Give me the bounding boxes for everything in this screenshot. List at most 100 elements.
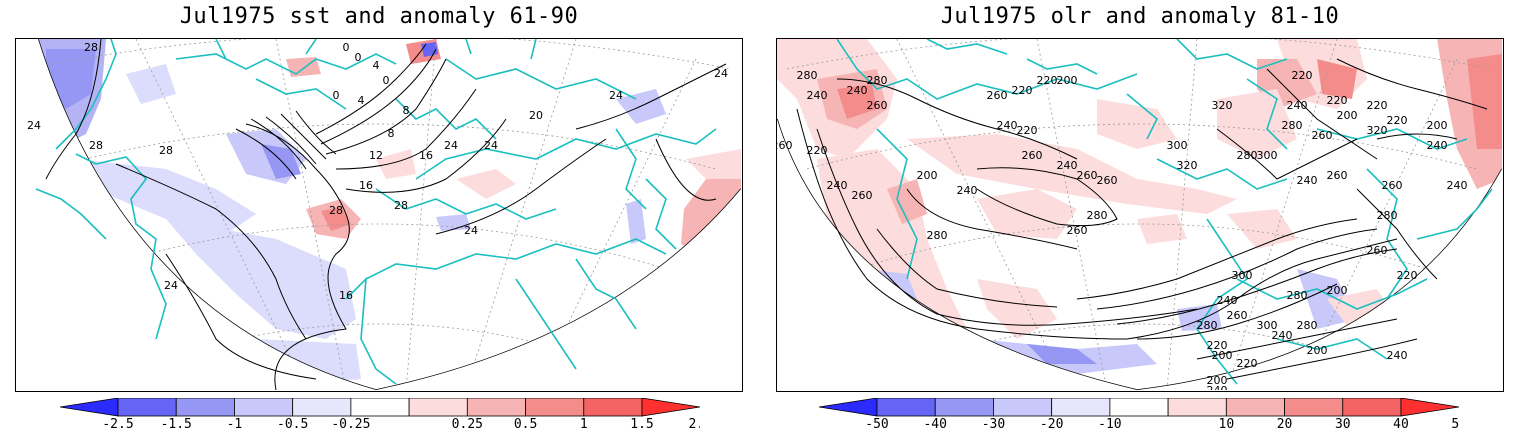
sst-colorbar-tick-label: -1.5 — [161, 417, 192, 430]
sst-contour-label: 16 — [419, 149, 433, 162]
sst-colorbar-swatch — [350, 397, 410, 417]
olr-contour-label: 260 — [852, 189, 873, 202]
olr-colorbar-swatch — [1109, 397, 1169, 417]
olr-contour-label: 280 — [927, 229, 948, 242]
olr-contour-label: 200 — [1327, 284, 1348, 297]
sst-contour-label: 28 — [394, 199, 408, 212]
olr-contour-label: 200 — [917, 169, 938, 182]
olr-contour-label: 260 — [1022, 149, 1043, 162]
olr-contour-label: 320 — [1177, 159, 1198, 172]
olr-contour-label: 260 — [1382, 179, 1403, 192]
olr-colorbar-tick-label: 20 — [1277, 417, 1293, 430]
olr-contour-label: 240 — [847, 84, 868, 97]
olr-colorbar-tick-label: -20 — [1040, 417, 1063, 430]
olr-colorbar-swatch — [876, 397, 936, 417]
olr-anomaly-colorbar: -50 -40 -30 -20 -10 10 20 30 40 50 — [818, 397, 1467, 434]
olr-contour-label: 240 — [1272, 329, 1293, 342]
olr-contour-label: 260 — [1097, 174, 1118, 187]
olr-contour-label: 240 — [1387, 349, 1408, 362]
olr-contour-label: 220 — [1037, 74, 1058, 87]
sst-contour-label: 28 — [159, 144, 173, 157]
olr-contour-label: 220 — [1367, 99, 1388, 112]
olr-contour-label: 240 — [1297, 174, 1318, 187]
sst-contour-label: 0 — [343, 41, 350, 54]
olr-colorbar-swatch — [1051, 397, 1111, 417]
olr-contour-label: 240 — [1217, 294, 1238, 307]
olr-contour-label: 280 — [1237, 149, 1258, 162]
sst-colorbar-tick-label: 0.5 — [514, 417, 537, 430]
olr-contour-label: 260 — [987, 89, 1008, 102]
olr-contour-label: 220 — [1017, 124, 1038, 137]
olr-colorbar-low-arrow — [818, 397, 878, 417]
sst-contour-label: 0 — [383, 74, 390, 87]
olr-contour-label: 200 — [1207, 374, 1228, 387]
olr-contour-label: 260 — [867, 99, 888, 112]
olr-contour-label: 280 — [1287, 289, 1308, 302]
olr-colorbar-tick-label: -40 — [923, 417, 946, 430]
olr-contour-label: 200 — [1427, 119, 1448, 132]
sst-colorbar-swatch — [408, 397, 468, 417]
sst-contour-label: 4 — [373, 59, 380, 72]
olr-colorbar-tick-label: 30 — [1335, 417, 1351, 430]
olr-contour-label: 220 — [1397, 269, 1418, 282]
olr-contour-label: 260 — [1367, 244, 1388, 257]
olr-contour-label: 220 — [1292, 69, 1313, 82]
olr-colorbar-tick-label: -50 — [865, 417, 888, 430]
olr-anomaly-map: 2602802402802202402602402602602202202002… — [776, 38, 1504, 392]
sst-contour-label: 8 — [388, 127, 395, 140]
sst-colorbar-low-arrow — [59, 397, 119, 417]
olr-contour-label: 280 — [1197, 319, 1218, 332]
olr-contour-labels: 2602802402802202402602402602602202202002… — [777, 69, 1468, 390]
hemisphere-boundary — [37, 39, 741, 390]
olr-contour-label: 220 — [1387, 114, 1408, 127]
olr-contour-label: 200 — [1337, 109, 1358, 122]
olr-contour-label: 240 — [997, 119, 1018, 132]
sst-colorbar-high-arrow — [641, 397, 701, 417]
sst-contour-label: 28 — [84, 41, 98, 54]
sst-colorbar-swatch — [234, 397, 294, 417]
olr-contour-label: 280 — [1377, 209, 1398, 222]
olr-contour-label: 240 — [1207, 384, 1228, 390]
sst-colorbar-tick-label: 1 — [580, 417, 588, 430]
sst-contour-label: 12 — [369, 149, 383, 162]
olr-contour-label: 300 — [1257, 149, 1278, 162]
sst-contour-label: 24 — [484, 139, 498, 152]
olr-contour-label: 260 — [1312, 129, 1333, 142]
olr-contour-label: 260 — [1077, 169, 1098, 182]
olr-contour-label: 240 — [1427, 139, 1448, 152]
sst-colorbar-swatch — [466, 397, 526, 417]
olr-contour-label: 280 — [1087, 209, 1108, 222]
olr-colorbar-swatch — [1284, 397, 1344, 417]
olr-colorbar-high-arrow — [1400, 397, 1460, 417]
olr-colorbar-swatch — [1225, 397, 1285, 417]
sst-contour-label: 20 — [529, 109, 543, 122]
olr-contour-label: 200 — [1212, 349, 1233, 362]
olr-contour-label: 200 — [1307, 344, 1328, 357]
sst-contour-label: 24 — [444, 139, 458, 152]
olr-contour-label: 280 — [1297, 319, 1318, 332]
sst-contour-label: 28 — [89, 139, 103, 152]
olr-contour-label: 220 — [1012, 84, 1033, 97]
olr-contour-label: 260 — [1067, 224, 1088, 237]
olr-contour-label: 220 — [1207, 339, 1228, 352]
olr-colorbar-swatch — [934, 397, 994, 417]
olr-contour-label: 240 — [807, 89, 828, 102]
olr-contour-label: 240 — [1057, 159, 1078, 172]
sst-colorbar-swatch — [292, 397, 352, 417]
left-map-title: Jul1975 sst and anomaly 61-90 — [179, 4, 579, 29]
sst-colorbar-tick-label: 1.5 — [630, 417, 653, 430]
olr-contour-label: 260 — [777, 139, 793, 152]
anomaly-shading — [24, 39, 741, 384]
sst-colorbar-swatch — [175, 397, 235, 417]
olr-contour-label: 280 — [797, 69, 818, 82]
sst-contour-label: 24 — [27, 119, 41, 132]
sst-contours — [45, 39, 727, 390]
sst-contour-label: 0 — [355, 51, 362, 64]
olr-contour-label: 240 — [957, 184, 978, 197]
olr-contour-label: 240 — [1287, 99, 1308, 112]
sst-contour-label: 24 — [164, 279, 178, 292]
sst-contour-label: 16 — [359, 179, 373, 192]
olr-contour-label: 200 — [1057, 74, 1078, 87]
sst-anomaly-colorbar: -2.5 -1.5 -1 -0.5 -0.25 0.25 0.5 1 1.5 2.5 — [59, 397, 712, 434]
olr-contour-label: 220 — [1327, 94, 1348, 107]
